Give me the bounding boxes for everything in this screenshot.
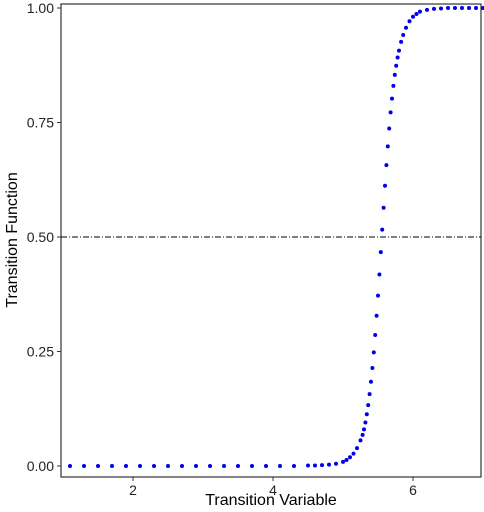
data-point	[344, 458, 349, 463]
data-point	[110, 464, 114, 468]
data-point	[313, 463, 317, 468]
data-point	[411, 14, 415, 19]
data-point	[264, 464, 268, 468]
data-point	[208, 464, 212, 468]
data-point	[320, 463, 324, 468]
data-point	[364, 412, 369, 417]
data-point	[453, 6, 457, 10]
y-tick-label: 0.50	[27, 229, 54, 245]
data-point	[467, 6, 471, 10]
data-point	[388, 110, 393, 115]
x-tick-label: 6	[409, 482, 417, 498]
data-point	[384, 163, 389, 168]
data-point	[392, 72, 397, 77]
data-point	[292, 464, 296, 468]
data-point	[138, 464, 142, 468]
data-point	[369, 379, 373, 384]
data-point	[378, 250, 383, 255]
y-axis-title: Transition Function	[4, 172, 21, 307]
data-point	[399, 39, 404, 44]
y-tick-label: 0.75	[27, 115, 54, 131]
x-tick-label: 4	[269, 482, 277, 498]
data-point	[390, 96, 394, 101]
data-point	[370, 365, 375, 370]
data-point	[355, 446, 359, 451]
data-point	[407, 19, 412, 24]
plot-panel	[60, 3, 482, 478]
data-point	[250, 464, 254, 468]
data-point	[341, 459, 345, 464]
data-point	[152, 464, 156, 468]
data-point	[124, 464, 128, 468]
data-point	[377, 272, 382, 277]
data-point	[371, 350, 376, 355]
data-point	[222, 464, 226, 468]
data-point	[446, 6, 450, 10]
data-point	[376, 293, 380, 298]
data-point	[414, 11, 419, 16]
data-point	[394, 63, 399, 68]
y-tick-label: 0.00	[27, 458, 54, 474]
data-point	[351, 451, 356, 456]
data-point	[363, 420, 368, 425]
data-point	[481, 6, 484, 10]
data-point	[432, 6, 436, 11]
data-point	[425, 7, 429, 12]
data-point	[96, 464, 100, 468]
data-point	[166, 464, 170, 468]
data-point	[395, 55, 400, 60]
data-point	[391, 83, 396, 88]
data-point	[360, 432, 365, 437]
data-point	[194, 464, 198, 468]
x-axis-title: Transition Variable	[205, 492, 337, 509]
data-point	[278, 464, 282, 468]
data-point	[460, 6, 464, 10]
y-axis-ticks: 0.00 0.25 0.50 0.75 1.00	[27, 0, 61, 474]
data-point	[362, 427, 366, 432]
y-tick-label: 0.25	[27, 344, 54, 360]
data-point	[373, 333, 378, 338]
data-point	[418, 9, 422, 14]
data-point	[358, 438, 363, 443]
data-point	[327, 462, 331, 467]
data-point	[380, 227, 385, 232]
data-point	[306, 463, 310, 468]
data-point	[180, 464, 184, 468]
data-point	[381, 205, 386, 210]
data-point	[374, 313, 379, 318]
data-point	[348, 455, 352, 460]
data-point	[404, 25, 408, 30]
x-axis-ticks: 2 4 6	[129, 477, 417, 498]
data-point	[397, 48, 401, 53]
data-point	[367, 392, 372, 397]
y-tick-label: 1.00	[27, 0, 54, 16]
data-point	[439, 6, 443, 11]
data-point	[401, 33, 406, 38]
data-point	[236, 464, 240, 468]
data-point	[366, 403, 371, 408]
data-point	[334, 461, 338, 466]
data-point	[68, 464, 72, 468]
data-point	[474, 6, 478, 10]
data-point	[383, 183, 387, 188]
data-points	[68, 6, 484, 468]
x-tick-label: 2	[129, 482, 137, 498]
data-point	[385, 144, 390, 149]
data-point	[387, 126, 392, 131]
data-point	[82, 464, 86, 468]
